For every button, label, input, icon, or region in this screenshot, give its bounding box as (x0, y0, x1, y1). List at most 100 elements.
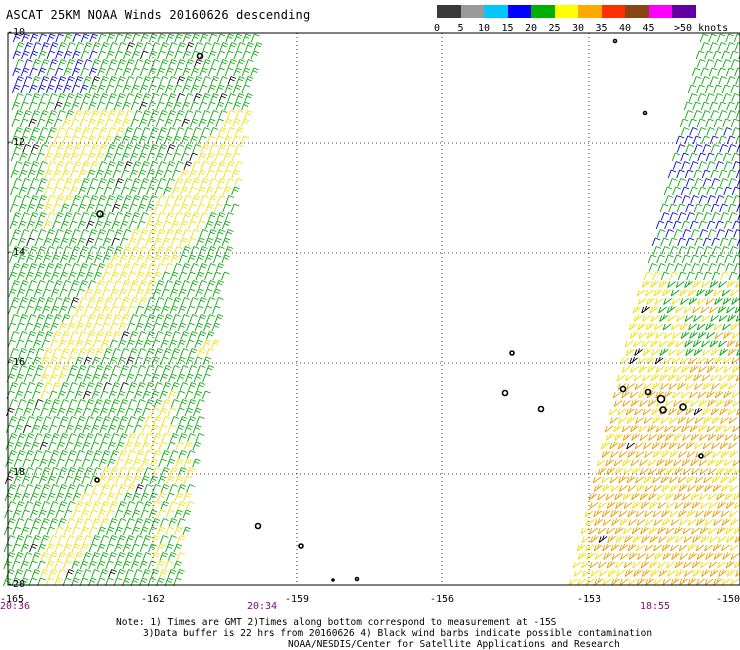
wind-barb (706, 161, 716, 170)
wind-barb (687, 84, 697, 94)
wind-barb (173, 246, 183, 255)
wind-barb (719, 441, 729, 450)
wind-barb (640, 468, 649, 475)
wind-barb (110, 450, 119, 459)
wind-barb (105, 543, 115, 553)
wind-barb (46, 509, 56, 519)
wind-barb (695, 510, 704, 518)
wind-barb (163, 348, 172, 357)
wind-barb (173, 543, 183, 553)
wind-barb (618, 417, 627, 424)
wind-barb (643, 417, 653, 424)
wind-barb (671, 552, 680, 560)
legend-swatch (672, 5, 696, 18)
wind-barb (210, 110, 219, 119)
wind-barb (194, 339, 203, 349)
wind-barb (233, 50, 243, 60)
wind-barb (77, 382, 87, 391)
wind-barb (621, 366, 631, 373)
wind-barb (674, 263, 683, 272)
wind-barb (693, 373, 702, 382)
wind-barb (664, 220, 673, 230)
wind-barb (729, 544, 739, 552)
wind-barb (125, 110, 134, 119)
wind-barb (126, 518, 135, 527)
wind-barb (38, 178, 48, 187)
wind-barb (684, 373, 694, 382)
wind-barb (28, 560, 38, 570)
wind-barb (46, 526, 56, 536)
wind-barb (677, 237, 686, 247)
wind-barb (668, 441, 678, 450)
wind-barb (602, 578, 612, 586)
wind-barb (702, 442, 712, 450)
wind-barb (8, 450, 17, 459)
wind-barb (81, 492, 90, 502)
wind-barb (5, 424, 15, 434)
wind-barb (111, 399, 120, 408)
wind-barb (91, 552, 101, 561)
wind-barb (619, 543, 628, 552)
wind-barb (667, 570, 676, 577)
wind-barb (155, 280, 165, 289)
wind-barb (65, 407, 75, 417)
wind-barb (217, 144, 227, 153)
wind-barb (72, 492, 82, 502)
wind-barb (117, 339, 127, 349)
wind-barb (139, 263, 148, 272)
wind-barb (678, 509, 687, 518)
wind-barb (202, 339, 212, 349)
wind-barb (662, 518, 671, 526)
wind-barb (23, 110, 32, 119)
wind-barb (716, 526, 726, 535)
wind-barb (40, 407, 49, 417)
wind-barb (108, 535, 118, 544)
wind-barb (669, 271, 678, 281)
wind-barb (189, 280, 199, 289)
wind-barb (614, 467, 624, 475)
wind-barb (149, 492, 158, 502)
wind-barb (647, 399, 657, 407)
wind-barb (590, 535, 599, 543)
wind-barb (9, 382, 19, 391)
wind-barb (664, 254, 674, 264)
wind-barb (147, 101, 157, 111)
legend-label: 40 (618, 23, 632, 34)
wind-barb (731, 391, 740, 399)
wind-barb (53, 152, 62, 162)
wind-barb (35, 382, 44, 391)
wind-barb (29, 212, 39, 221)
wind-barb (86, 382, 95, 391)
wind-barb (174, 195, 184, 204)
wind-barb (61, 348, 70, 357)
wind-barb (675, 569, 685, 577)
wind-barb (718, 374, 728, 382)
wind-barb (614, 526, 624, 535)
wind-barb (594, 518, 603, 526)
wind-barb (198, 101, 208, 111)
wind-barb (157, 178, 167, 187)
wind-barb (659, 373, 668, 382)
wind-barb (166, 492, 175, 502)
wind-barb (44, 331, 54, 340)
wind-barb (705, 152, 715, 162)
wind-barb (69, 382, 78, 391)
wind-barb (704, 578, 714, 586)
wind-barb (100, 501, 110, 510)
wind-barb (714, 297, 723, 305)
wind-barb (120, 169, 130, 179)
wind-barb (660, 417, 670, 424)
wind-barb (602, 484, 611, 492)
wind-barb (193, 93, 202, 102)
wind-barb (87, 297, 97, 306)
wind-barb (110, 433, 120, 442)
wind-barb (214, 186, 223, 196)
wind-barb (92, 356, 101, 366)
wind-barb (680, 127, 690, 136)
wind-barb (161, 467, 170, 476)
wind-barb (8, 271, 18, 281)
wind-barb (101, 305, 111, 315)
wind-barb (50, 467, 60, 476)
wind-barb (689, 391, 698, 399)
wind-barb (213, 203, 223, 213)
